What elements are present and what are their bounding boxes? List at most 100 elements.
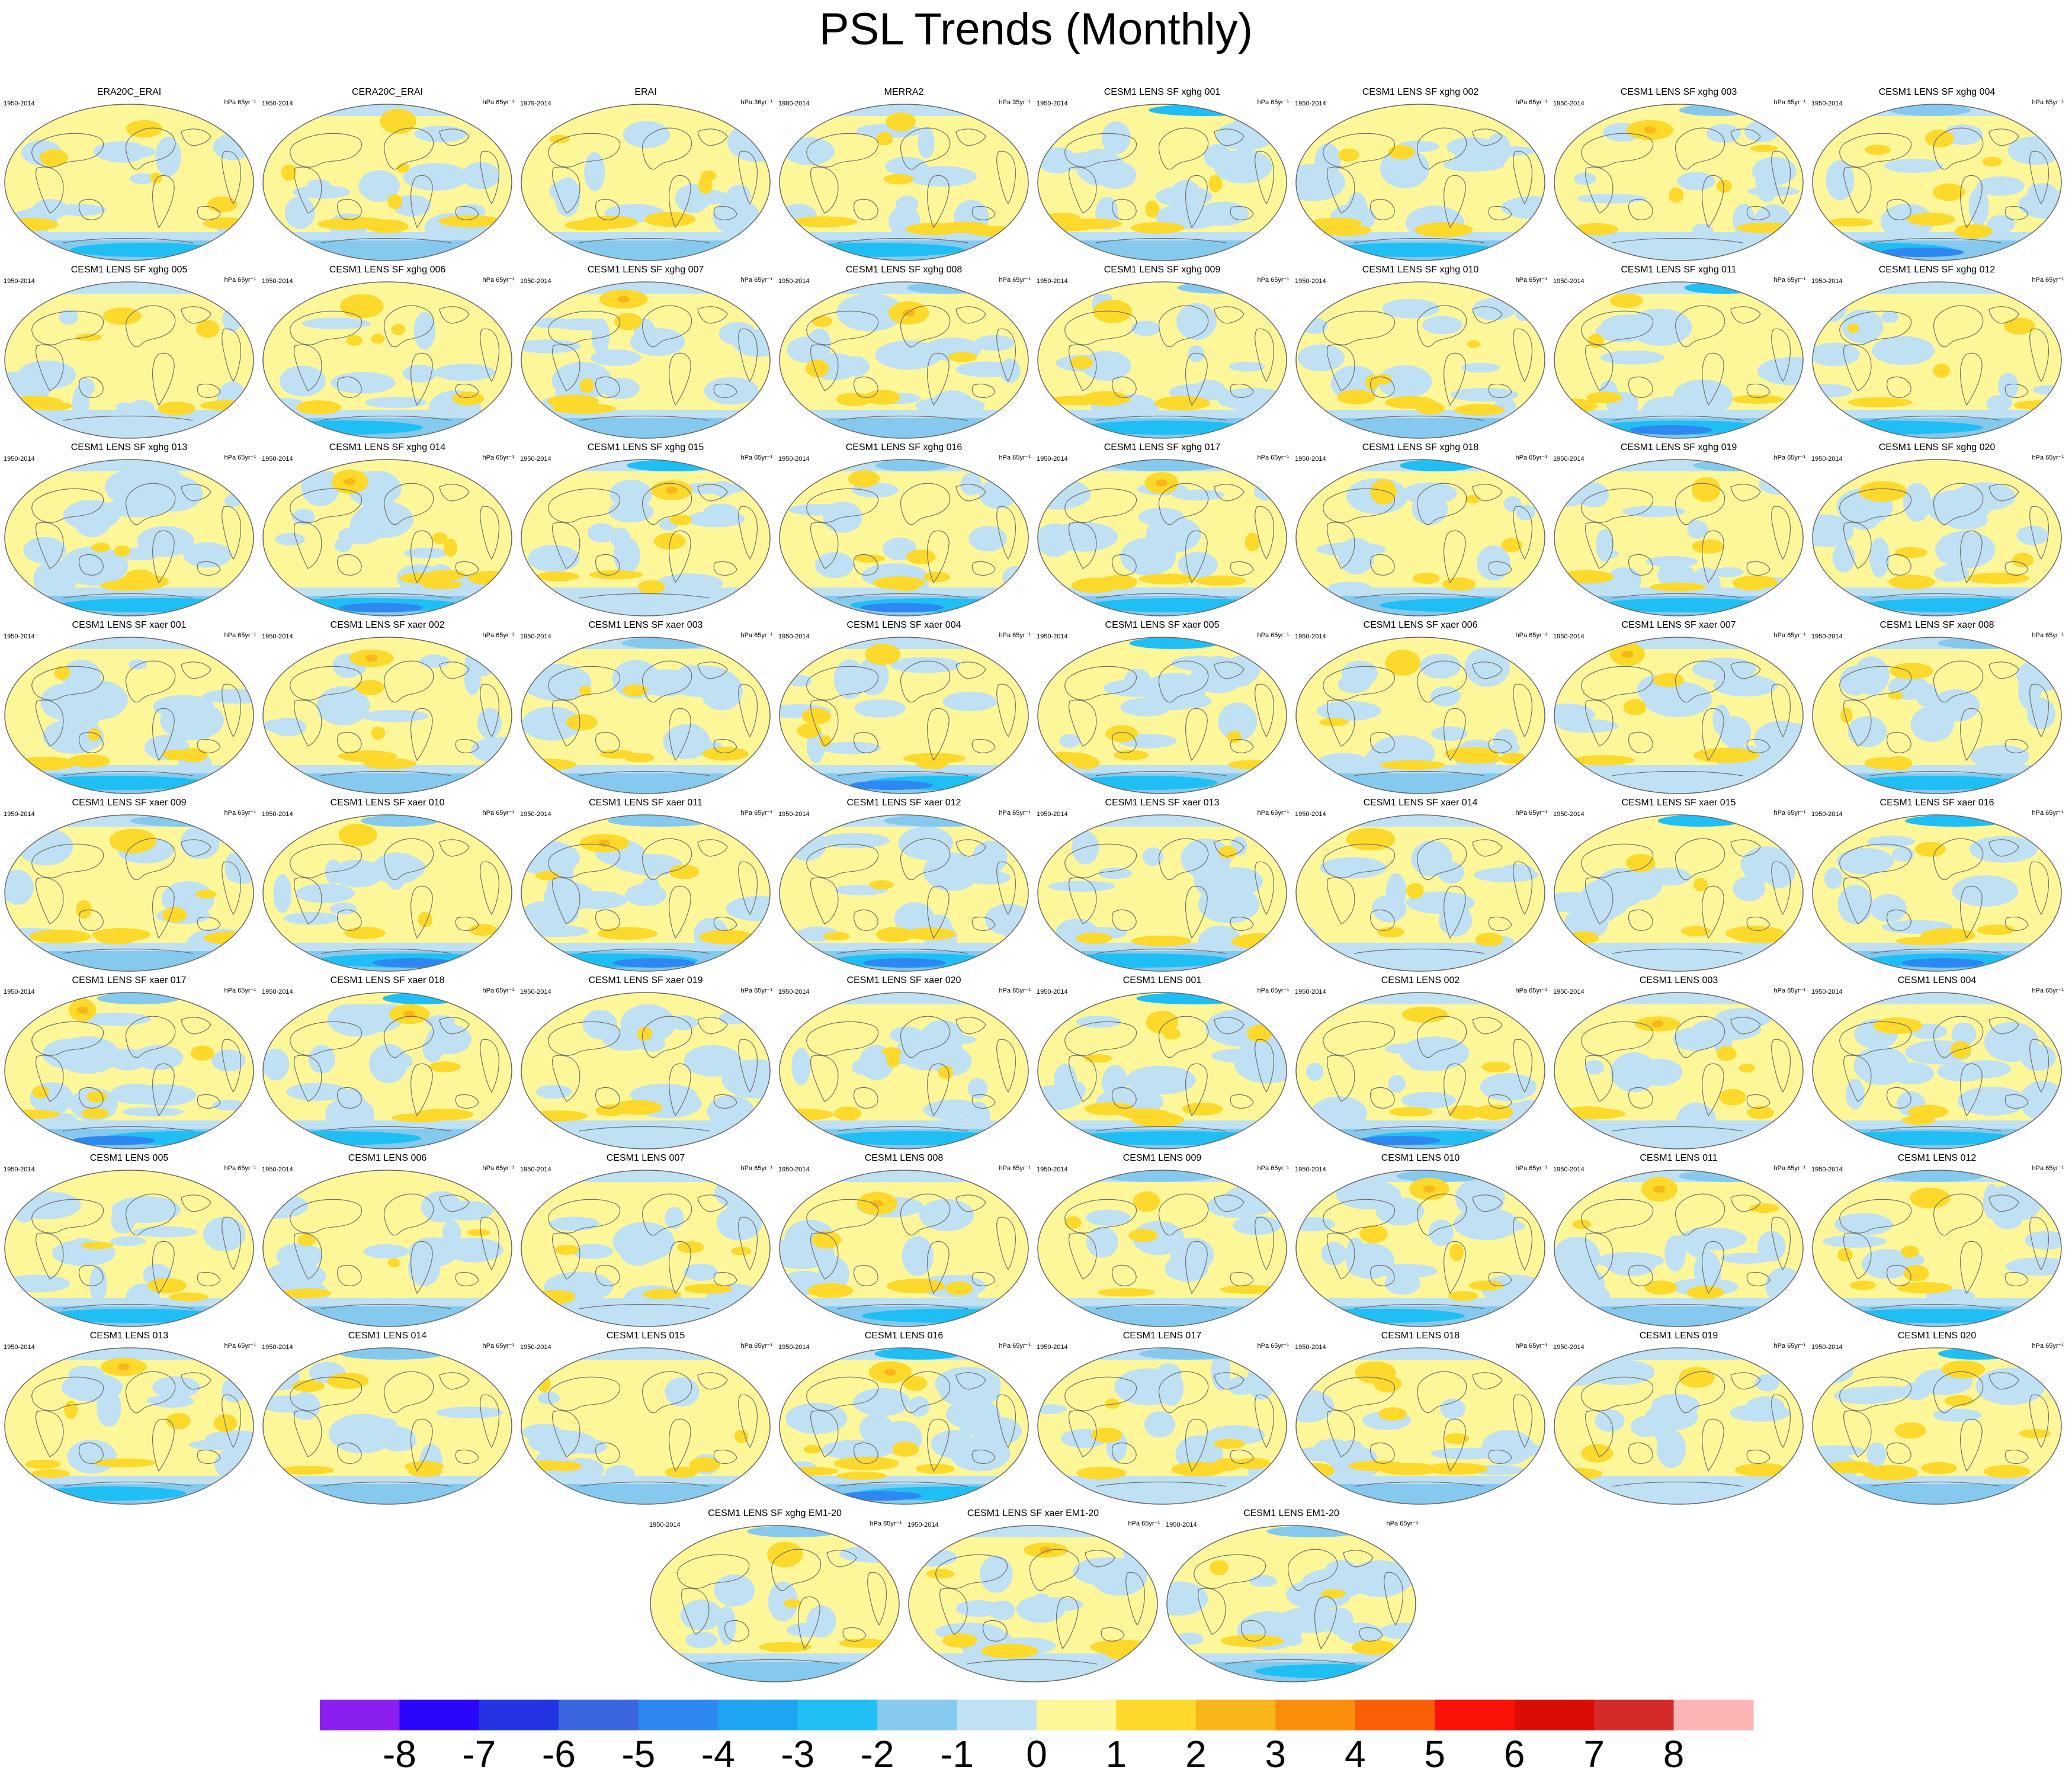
map-panel: CESM1 LENS SF xghg 018 1950-2014 hPa 65yr⁻…: [1291, 442, 1550, 619]
panel-map: [1554, 992, 1804, 1149]
panel-map: [1812, 992, 2062, 1149]
panel-title: CESM1 LENS 019: [1639, 1331, 1718, 1341]
panel-units: hPa 65yr⁻¹: [2032, 99, 2064, 106]
panel-title: CESM1 LENS SF xghg 002: [1362, 87, 1479, 97]
panel-map: [521, 104, 771, 261]
panel-title: CESM1 LENS 001: [1122, 975, 1202, 985]
panel-units: hPa 65yr⁻¹: [224, 454, 256, 461]
panel-title: MERRA2: [884, 87, 924, 97]
panel-years: 1950-2014: [1811, 988, 1843, 995]
colorbar-tick-label: -6: [542, 1733, 576, 1775]
colorbar-swatch: [1594, 1700, 1675, 1730]
map-panel: CESM1 LENS EM1-20 1950-2014 hPa 65yr⁻¹: [1162, 1508, 1420, 1685]
panel-units: hPa 65yr⁻¹: [2032, 1165, 2064, 1172]
panel-years: 1950-2014: [4, 100, 35, 107]
map-panel: CESM1 LENS 003 1950-2014 hPa 65yr⁻¹: [1550, 975, 1808, 1152]
panel-map: [1554, 104, 1804, 261]
panel-title: CESM1 LENS SF xaer 016: [1879, 798, 1994, 808]
panel-map: [1037, 459, 1287, 616]
panel-map: [1166, 1525, 1416, 1682]
panel-units: hPa 65yr⁻¹: [482, 1165, 515, 1172]
panel-years: 1950-2014: [1037, 455, 1068, 463]
map-panel: CESM1 LENS SF xghg 001 1950-2014 hPa 65yr⁻…: [1033, 86, 1291, 264]
map-panel: CERA20C_ERAI 1950-2014 hPa 65yr⁻¹: [258, 86, 517, 264]
panel-map: [1037, 104, 1287, 261]
panel-title: CESM1 LENS SF xghg 008: [845, 265, 963, 275]
panel-years: 1950-2014: [1811, 1344, 1843, 1351]
panel-years: 1950-2014: [1811, 633, 1843, 640]
panel-map: [4, 459, 254, 616]
panel-map: [4, 1170, 254, 1327]
panel-title: CESM1 LENS SF xghg EM1-20: [708, 1508, 842, 1518]
map-panel: CESM1 LENS SF xaer 002 1950-2014 hPa 65yr⁻…: [258, 619, 517, 797]
map-panel: ERAI 1979-2014 hPa 36yr⁻¹: [517, 86, 775, 264]
panel-units: hPa 65yr⁻¹: [1257, 1343, 1290, 1350]
panel-map: [1554, 637, 1804, 794]
panel-years: 1950-2014: [4, 455, 35, 463]
panel-title: CESM1 LENS SF xghg 014: [329, 442, 446, 452]
colorbar-tick-label: -5: [621, 1733, 655, 1775]
panel-years: 1950-2014: [1037, 633, 1068, 640]
panel-map: [1554, 1347, 1804, 1505]
panel-title: CESM1 LENS SF xghg 004: [1878, 87, 1996, 97]
panel-map: [1295, 637, 1545, 794]
colorbar-swatch: [1435, 1700, 1515, 1730]
panel-title: CESM1 LENS SF xaer 001: [72, 620, 187, 630]
panel-years: 1950-2014: [1553, 278, 1585, 285]
panel-years: 1950-2014: [520, 811, 551, 818]
colorbar-tick-label: -2: [861, 1733, 894, 1775]
map-panel: CESM1 LENS SF xghg 016 1950-2014 hPa 65yr⁻…: [775, 442, 1033, 619]
panel-units: hPa 65yr⁻¹: [1257, 277, 1290, 284]
panel-title: CESM1 LENS SF xghg 017: [1104, 442, 1221, 452]
panel-title: CESM1 LENS SF xaer 003: [588, 620, 703, 630]
panel-units: hPa 65yr⁻¹: [1128, 1520, 1160, 1527]
panel-map: [779, 814, 1029, 972]
map-panel: CESM1 LENS SF xaer 018 1950-2014 hPa 65yr⁻…: [258, 975, 517, 1152]
panel-title: CESM1 LENS SF xghg 003: [1620, 87, 1737, 97]
panel-units: hPa 65yr⁻¹: [482, 810, 515, 817]
map-panel: CESM1 LENS SF xaer 017 1950-2014 hPa 65yr⁻…: [0, 975, 258, 1152]
panel-title: CESM1 LENS SF xghg 019: [1620, 442, 1737, 452]
map-panel: CESM1 LENS SF xghg 013 1950-2014 hPa 65yr⁻…: [0, 442, 258, 619]
panel-map: [1037, 1170, 1287, 1327]
map-panel: CESM1 LENS SF xaer 007 1950-2014 hPa 65yr⁻…: [1550, 619, 1808, 797]
map-panel: CESM1 LENS 018 1950-2014 hPa 65yr⁻¹: [1291, 1330, 1550, 1508]
panel-map: [262, 281, 512, 439]
map-panel: CESM1 LENS 019 1950-2014 hPa 65yr⁻¹: [1550, 1330, 1808, 1508]
panel-units: hPa 65yr⁻¹: [2032, 987, 2064, 994]
panel-years: 1950-2014: [1553, 1166, 1585, 1173]
panel-years: 1950-2014: [778, 811, 810, 818]
panel-units: hPa 65yr⁻¹: [1386, 1520, 1419, 1527]
panel-map: [1812, 637, 2062, 794]
map-panel: CESM1 LENS 007 1950-2014 hPa 65yr⁻¹: [517, 1152, 775, 1330]
map-panel: CESM1 LENS SF xghg 003 1950-2014 hPa 65yr⁻…: [1550, 86, 1808, 264]
panel-map: [521, 814, 771, 972]
colorbar-swatch: [1355, 1700, 1435, 1730]
panel-map: [4, 281, 254, 439]
panel-title: CESM1 LENS 010: [1381, 1153, 1460, 1163]
panel-units: hPa 65yr⁻¹: [1515, 987, 1548, 994]
panel-years: 1950-2014: [1037, 1166, 1068, 1173]
panel-title: CESM1 LENS 002: [1381, 975, 1460, 985]
panel-map: [1037, 637, 1287, 794]
panel-units: hPa 65yr⁻¹: [1257, 810, 1290, 817]
panel-units: hPa 65yr⁻¹: [1257, 99, 1290, 106]
map-panel: CESM1 LENS SF xghg 007 1950-2014 hPa 65yr⁻…: [517, 264, 775, 442]
panel-title: CESM1 LENS 013: [89, 1331, 169, 1341]
panel-years: 1950-2014: [4, 1344, 35, 1351]
panel-map: [521, 1347, 771, 1505]
panel-map: [521, 459, 771, 616]
colorbar-swatch: [957, 1700, 1037, 1730]
colorbar-tick-label: 2: [1185, 1733, 1207, 1775]
panel-years: 1980-2014: [778, 100, 810, 107]
panel-map: [521, 1170, 771, 1327]
map-panel: CESM1 LENS SF xghg 014 1950-2014 hPa 65yr⁻…: [258, 442, 517, 619]
panel-years: 1950-2014: [1037, 278, 1068, 285]
panel-units: hPa 65yr⁻¹: [482, 987, 515, 994]
panel-map: [1037, 1347, 1287, 1505]
panel-map: [4, 104, 254, 261]
panel-years: 1950-2014: [1295, 1344, 1326, 1351]
panel-years: 1950-2014: [262, 1344, 293, 1351]
colorbar-swatch: [1673, 1700, 1754, 1730]
map-panel: CESM1 LENS SF xghg 019 1950-2014 hPa 65yr⁻…: [1550, 442, 1808, 619]
